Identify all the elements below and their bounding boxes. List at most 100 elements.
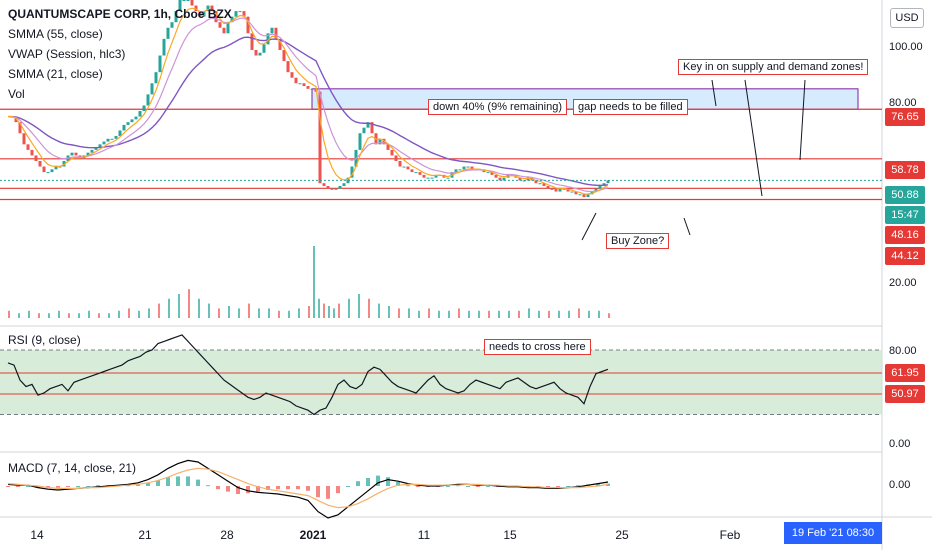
x-tick-21: 21 [138,528,152,542]
candle [434,174,438,178]
candle [462,166,466,170]
volume-bar [333,308,335,318]
volume-bar [328,306,330,318]
volume-bar [108,313,110,318]
volume-bar [368,298,370,318]
candle [74,152,78,156]
macd-histogram-bar [446,486,450,487]
candle [258,52,262,56]
volume-bar [318,298,320,318]
macd-signal-line [7,467,609,509]
candle [322,183,326,186]
candle [206,5,210,12]
candle [570,191,574,193]
candle [142,105,146,112]
candle [254,49,258,56]
annotation-down-40[interactable]: down 40% (9% remaining) [428,99,568,115]
volume-bar [608,313,610,318]
rsi-tag-50-97: 50.97 [885,385,925,403]
price-axis-tick-80: 80.00 [889,97,917,109]
currency-button[interactable]: USD [890,8,924,28]
price-tag-last: 50.88 [885,186,925,204]
candle [22,133,26,145]
macd-histogram-bar [16,486,20,487]
candle [338,185,342,189]
candle [494,174,498,178]
annotation-key-zones[interactable]: Key in on supply and demand zones! [678,59,869,75]
candle [54,166,58,170]
volume-bar [438,310,440,318]
volume-bar [68,313,70,318]
annotation-buy-zone[interactable]: Buy Zone? [606,233,670,249]
rsi-tag-61-95: 61.95 [885,364,925,382]
candle [534,180,538,184]
annotation-gap[interactable]: gap needs to be filled [573,99,688,115]
candle [350,166,354,178]
x-tick-15: 15 [503,528,517,542]
macd-histogram-bar [26,486,30,487]
candle [230,16,234,23]
macd-histogram-bar [376,475,380,486]
volume-bar [568,310,570,318]
volume-bar [498,310,500,318]
candle [214,11,218,23]
macd-histogram-bar [226,486,230,492]
candle [394,155,398,161]
candle [30,149,34,156]
candle [410,169,414,173]
volume-bar [118,310,120,318]
macd-histogram-bar [66,486,70,487]
candle [234,11,238,17]
candle [342,183,346,186]
candle [98,144,102,148]
macd-histogram-bar [86,486,90,487]
candle [242,11,246,17]
candle [558,188,562,192]
macd-histogram-bar [36,486,40,488]
candle [502,177,506,181]
candle [42,166,46,173]
candle [26,144,30,150]
candle [390,149,394,156]
macd-histogram-bar [396,482,400,486]
candle [526,177,530,181]
macd-histogram-bar [146,482,150,486]
annotation-rsi-cross[interactable]: needs to cross here [484,339,591,355]
volume-bar [408,308,410,318]
macd-histogram-bar [96,485,100,487]
macd-histogram-bar [386,477,390,486]
candle [162,38,166,56]
macd-histogram-bar [256,486,260,492]
candle [446,177,450,179]
candle [282,49,286,62]
volume-bar [278,310,280,318]
macd-histogram-bar [166,477,170,486]
candle [498,177,502,181]
candle [398,161,402,167]
candle [594,188,598,192]
price-tag-76-65: 76.65 [885,108,925,126]
macd-histogram-bar [406,485,410,487]
candle [278,38,282,50]
volume-bar [158,303,160,318]
candle [122,124,126,131]
candle [418,172,422,175]
volume-bar [468,310,470,318]
price-axis-tick-100: 100.00 [889,41,923,53]
candle [306,86,310,89]
candle [298,83,302,85]
volume-bar [448,310,450,318]
candle [550,188,554,190]
candle [486,172,490,174]
volume-bar [518,310,520,318]
volume-bar [78,313,80,318]
annotation-arrow [711,79,717,107]
volume-bar [208,303,210,318]
volume-bar [458,308,460,318]
candle [334,188,338,190]
candle [582,194,586,198]
candle [406,166,410,170]
volume-bar [338,303,340,318]
candle [378,138,382,145]
candle [286,61,290,73]
